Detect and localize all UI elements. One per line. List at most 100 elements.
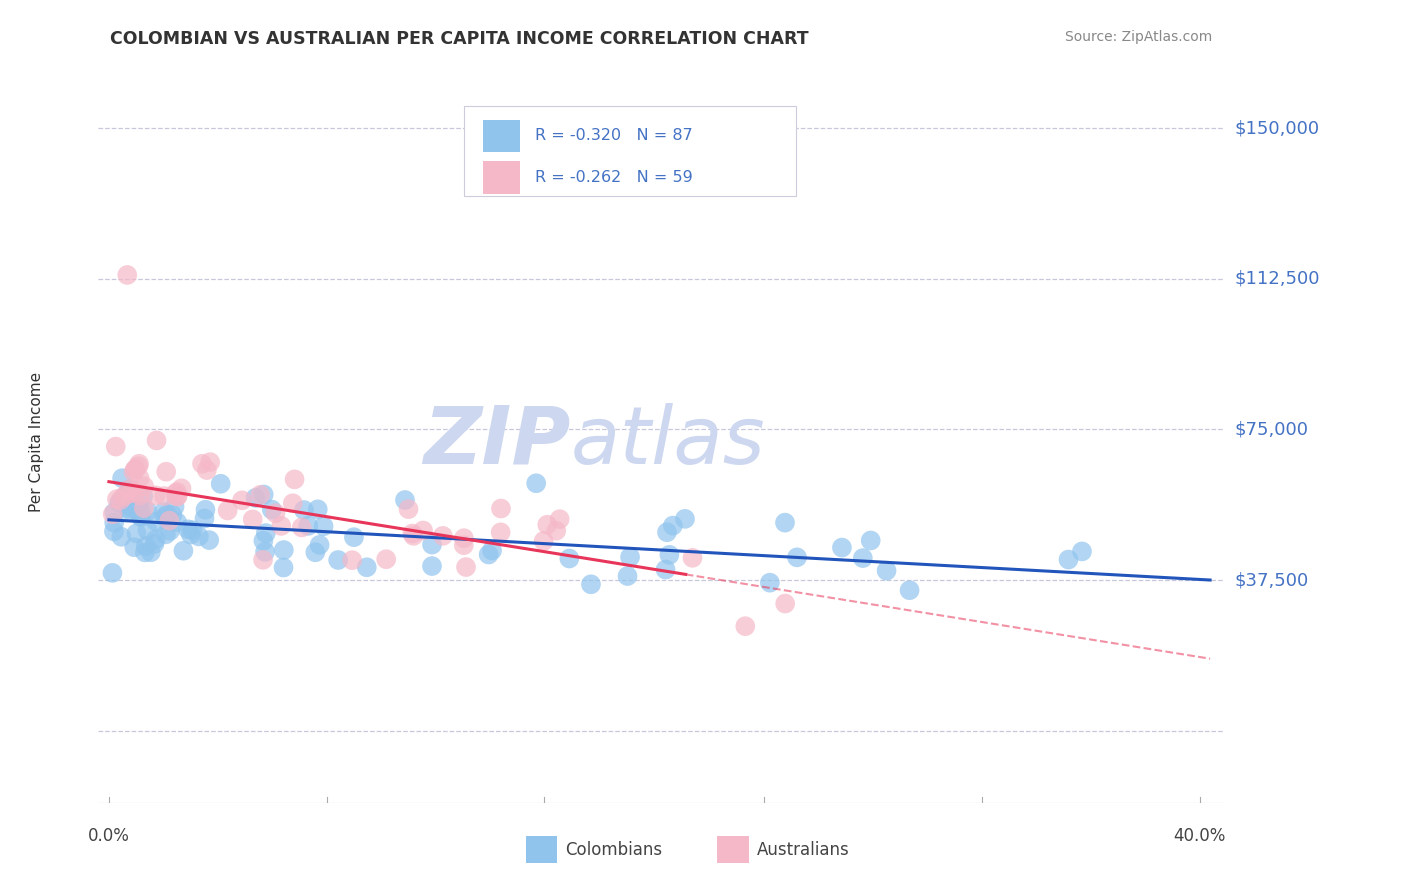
Point	[191, 457, 214, 471]
Point	[273, 543, 295, 558]
Point	[152, 505, 174, 519]
Point	[859, 533, 882, 548]
Point	[281, 496, 304, 510]
Point	[654, 563, 676, 577]
Point	[156, 508, 179, 522]
Point	[548, 512, 571, 526]
Point	[412, 524, 434, 538]
Point	[101, 566, 124, 580]
Point	[242, 512, 264, 526]
Point	[136, 504, 159, 518]
Point	[177, 522, 200, 536]
Bar	[526, 836, 557, 863]
Point	[297, 519, 319, 533]
Point	[489, 525, 512, 540]
Point	[110, 493, 132, 508]
Point	[194, 502, 217, 516]
Point	[1071, 544, 1094, 558]
Point	[132, 479, 155, 493]
Point	[114, 489, 136, 503]
Point	[110, 530, 132, 544]
Point	[340, 553, 363, 567]
Point	[536, 517, 558, 532]
Point	[103, 516, 125, 530]
Point	[356, 560, 378, 574]
Point	[673, 512, 696, 526]
Point	[181, 523, 204, 537]
Point	[134, 545, 156, 559]
Point	[166, 515, 188, 529]
Point	[166, 489, 188, 503]
Point	[103, 505, 125, 519]
Point	[254, 545, 277, 559]
Point	[734, 619, 756, 633]
Point	[127, 459, 149, 474]
Point	[249, 488, 271, 502]
Point	[264, 506, 287, 520]
Point	[105, 492, 128, 507]
Point	[312, 519, 335, 533]
Point	[187, 529, 209, 543]
Point	[245, 491, 267, 505]
Point	[579, 577, 602, 591]
Bar	[484, 161, 520, 194]
Text: ZIP: ZIP	[423, 402, 571, 481]
Point	[876, 564, 898, 578]
FancyBboxPatch shape	[464, 105, 796, 196]
Point	[166, 485, 188, 500]
Point	[136, 523, 159, 537]
Point	[273, 560, 295, 574]
Point	[143, 537, 166, 551]
Point	[170, 481, 193, 495]
Point	[165, 487, 187, 501]
Point	[831, 541, 853, 555]
Point	[454, 560, 477, 574]
Point	[104, 440, 127, 454]
Point	[254, 526, 277, 541]
Point	[118, 504, 141, 518]
Point	[172, 543, 194, 558]
Point	[1057, 552, 1080, 566]
Point	[773, 516, 796, 530]
Point	[198, 455, 221, 469]
Point	[122, 465, 145, 479]
Text: R = -0.320   N = 87: R = -0.320 N = 87	[534, 128, 693, 144]
Point	[304, 545, 326, 559]
Point	[129, 508, 152, 523]
Point	[420, 538, 443, 552]
Point	[453, 538, 475, 552]
Point	[209, 476, 232, 491]
Point	[155, 465, 177, 479]
Point	[118, 483, 141, 497]
Point	[284, 472, 307, 486]
Point	[481, 543, 503, 558]
Text: COLOMBIAN VS AUSTRALIAN PER CAPITA INCOME CORRELATION CHART: COLOMBIAN VS AUSTRALIAN PER CAPITA INCOM…	[110, 29, 808, 47]
Text: 0.0%: 0.0%	[89, 827, 129, 845]
Point	[180, 527, 202, 541]
Point	[108, 496, 131, 510]
Point	[117, 501, 139, 516]
Point	[124, 462, 146, 476]
Point	[401, 526, 423, 541]
Point	[159, 524, 181, 538]
Point	[155, 527, 177, 541]
Text: 40.0%: 40.0%	[1174, 827, 1226, 845]
Text: $112,500: $112,500	[1234, 270, 1320, 288]
Point	[655, 525, 678, 540]
Point	[558, 551, 581, 566]
Point	[163, 500, 186, 514]
Point	[198, 533, 221, 547]
Point	[145, 434, 167, 448]
Point	[125, 526, 148, 541]
Point	[402, 529, 425, 543]
Point	[616, 569, 638, 583]
Point	[759, 575, 782, 590]
Point	[546, 524, 568, 538]
Point	[307, 502, 329, 516]
Text: Per Capita Income: Per Capita Income	[30, 371, 44, 512]
Point	[128, 471, 150, 485]
Point	[524, 476, 547, 491]
Point	[375, 552, 398, 566]
Point	[135, 539, 157, 553]
Point	[253, 487, 276, 501]
